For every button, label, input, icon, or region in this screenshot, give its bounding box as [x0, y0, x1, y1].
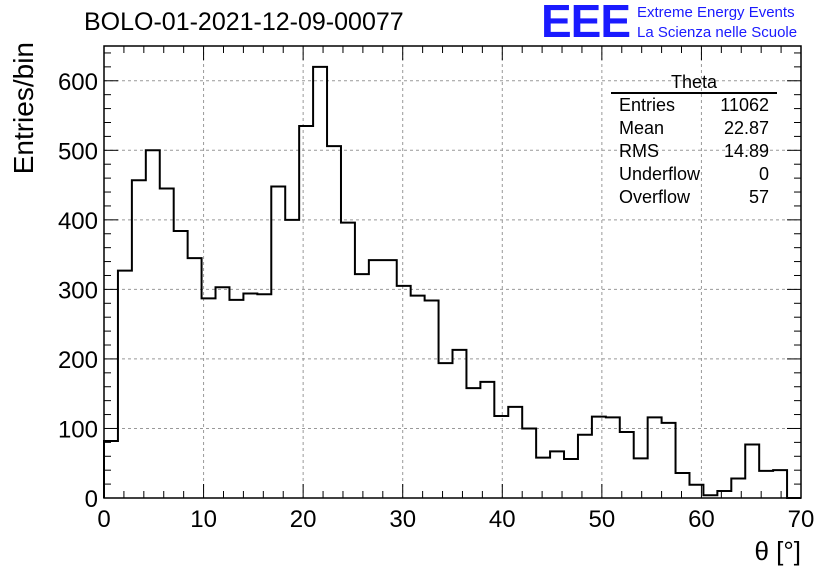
y-axis-label: Entries/bin — [8, 42, 39, 174]
stats-value: 11062 — [720, 95, 769, 115]
stats-label: Entries — [619, 95, 676, 115]
eee-logo-line2: La Scienza nelle Scuole — [637, 24, 798, 41]
stats-row-entries: Entries 11062 — [611, 94, 777, 117]
stats-label: RMS — [619, 141, 659, 161]
histogram-series — [103, 65, 801, 499]
x-axis-label: θ [°] — [754, 536, 801, 566]
eee-logo: EEE — [541, 0, 631, 47]
x-tick-label: 50 — [589, 506, 616, 533]
x-tick-label: 0 — [97, 506, 110, 533]
stats-value: 57 — [748, 187, 769, 207]
stats-label: Overflow — [619, 187, 691, 207]
y-tick-label: 600 — [58, 69, 98, 96]
y-tick-label: 0 — [85, 486, 98, 513]
x-tick-label: 40 — [489, 506, 516, 533]
stats-label: Underflow — [619, 164, 701, 184]
y-tick-label: 200 — [58, 347, 98, 374]
eee-logo-line1: Extreme Energy Events — [637, 4, 795, 21]
y-tick-label: 100 — [58, 416, 98, 443]
stats-row-mean: Mean 22.87 — [611, 117, 777, 140]
stats-value: 0 — [758, 164, 769, 184]
eee-logo-caption: Extreme Energy Events La Scienza nelle S… — [637, 3, 797, 43]
x-tick-label: 60 — [688, 506, 715, 533]
stats-box: Theta Entries 11062 Mean 22.87 RMS 14.89… — [611, 72, 777, 209]
stats-value: 14.89 — [723, 141, 769, 161]
stats-row-overflow: Overflow 57 — [611, 186, 777, 209]
stats-title: Theta — [611, 72, 777, 94]
stats-row-rms: RMS 14.89 — [611, 140, 777, 163]
y-tick-label: 500 — [58, 138, 98, 165]
stats-value: 22.87 — [723, 118, 769, 138]
plot-frame — [103, 45, 802, 499]
y-tick-label: 300 — [58, 277, 98, 304]
stats-row-underflow: Underflow 0 — [611, 163, 777, 186]
x-tick-label: 70 — [788, 506, 815, 533]
chart-title: BOLO-01-2021-12-09-00077 — [84, 8, 404, 36]
y-tick-label: 400 — [58, 208, 98, 235]
stats-label: Mean — [619, 118, 665, 138]
x-tick-label: 30 — [389, 506, 416, 533]
x-tick-label: 10 — [190, 506, 217, 533]
x-tick-label: 20 — [290, 506, 317, 533]
